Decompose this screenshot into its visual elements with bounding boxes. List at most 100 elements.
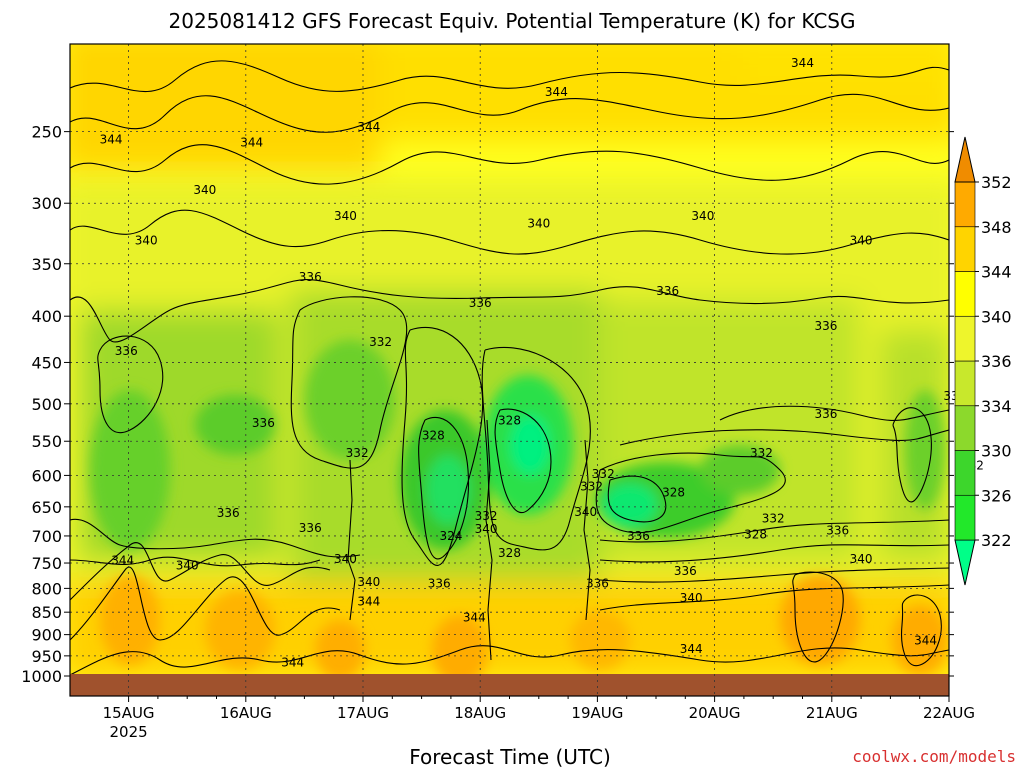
colorbar-swatch (954, 315, 976, 362)
colorbar-label: 340 (981, 307, 1012, 326)
contour-label: 332 (369, 335, 392, 349)
contour-label: 340 (475, 522, 498, 536)
contour-label: 336 (814, 319, 837, 333)
contour-label: 336 (217, 506, 240, 520)
chart-title: 2025081412 GFS Forecast Equiv. Potential… (169, 9, 856, 33)
x-tick-label: 17AUG (337, 704, 389, 722)
colorbar-label: 336 (981, 352, 1012, 371)
y-tick-label: 650 (31, 498, 62, 517)
contour-label: 336 (586, 576, 609, 590)
contour-label: 324 (439, 529, 462, 543)
credit-text: coolwx.com/models (852, 747, 1016, 766)
contour-label: 332 (580, 479, 603, 493)
contour-label: 336 (115, 344, 138, 358)
contour-label: 340 (691, 209, 714, 223)
contour-label: 336 (428, 576, 451, 590)
contour-label: 336 (299, 270, 322, 284)
contour-label: 336 (674, 564, 697, 578)
colorbar-swatch (954, 405, 976, 451)
plot-area (70, 44, 949, 696)
contour-label: 336 (252, 416, 275, 430)
contour-label: 344 (357, 120, 380, 134)
colorbar-label: 322 (981, 531, 1012, 550)
y-tick-label: 850 (31, 603, 62, 622)
contour-label: 328 (744, 527, 767, 541)
y-tick-label: 950 (31, 647, 62, 666)
contour-label: 328 (662, 486, 685, 500)
y-tick-label: 550 (31, 432, 62, 451)
y-tick-label: 750 (31, 554, 62, 573)
contour-label: 332 (346, 446, 369, 460)
y-tick-label: 350 (31, 255, 62, 274)
grid-lines (70, 44, 949, 696)
contour-label: 332 (592, 467, 615, 481)
colorbar-label: 344 (981, 263, 1012, 282)
contour-label: 344 (463, 611, 486, 625)
contour-label: 340 (574, 505, 597, 519)
contour-label: 344 (791, 56, 814, 70)
x-axis-label: Forecast Time (UTC) (409, 745, 611, 768)
y-tick-label: 900 (31, 626, 62, 645)
contour-label: 332 (762, 512, 785, 526)
colorbar-label: 326 (981, 486, 1012, 505)
contour-label: 340 (850, 234, 873, 248)
contour-label: 336 (627, 529, 650, 543)
contour-label: 344 (240, 135, 263, 149)
colorbar-label: 348 (981, 218, 1012, 237)
contour-label: 340 (334, 552, 357, 566)
y-tick-label: 450 (31, 353, 62, 372)
field-cores (90, 340, 948, 685)
contour-label: 344 (357, 594, 380, 608)
contour-label: 328 (422, 428, 445, 442)
y-tick-label: 800 (31, 579, 62, 598)
colorbar-label: 352 (981, 173, 1012, 192)
contour-label: 332 (750, 446, 773, 460)
contour-label: 340 (850, 552, 873, 566)
contour-label: 344 (100, 132, 123, 146)
contour-label: 328 (498, 546, 521, 560)
x-tick-label: 22AUG (923, 704, 975, 722)
contour-label: 336 (826, 523, 849, 537)
x-tick-label: 18AUG (454, 704, 506, 722)
y-axis: 250 300 350 400 450 500 550 600 650 700 750 800 850 9… (21, 123, 954, 686)
contour-label: 340 (527, 217, 550, 231)
colorbar-swatch (954, 360, 976, 407)
y-tick-label: 250 (31, 123, 62, 142)
contour-label: 340 (334, 209, 357, 223)
contour-label: 344 (680, 642, 703, 656)
y-tick-label: 400 (31, 307, 62, 326)
contour-label: 336 (814, 407, 837, 421)
y-tick-label: 1000 (21, 667, 62, 686)
colorbar-tip-low (954, 539, 976, 586)
x-tick-label: 21AUG (806, 704, 858, 722)
colorbar-swatch (954, 271, 976, 317)
x-tick-label: 20AUG (689, 704, 741, 722)
colorbar-label: 334 (981, 397, 1012, 416)
contour-label: 332 (475, 509, 498, 523)
contour-label: 340 (135, 234, 158, 248)
y-tick-label: 300 (31, 194, 62, 213)
contour-label: 344 (281, 655, 304, 669)
contour-label: 340 (680, 591, 703, 605)
contour-label: 336 (656, 284, 679, 298)
colorbar-swatch (954, 226, 976, 272)
y-tick-label: 500 (31, 395, 62, 414)
contour-label: 340 (176, 559, 199, 573)
colorbar-tip-high (954, 136, 976, 183)
x-tick-label: 16AUG (220, 704, 272, 722)
contour-label: 344 (914, 633, 937, 647)
colorbar-swatch (954, 494, 976, 541)
contour-label: 336 (469, 296, 492, 310)
contour-label: 328 (498, 414, 521, 428)
colorbar-swatch (954, 181, 976, 228)
contour-labels: 344 344 344 344 344 340 340 340 340 340 340 336 336 3… (100, 56, 984, 669)
ground-band (70, 674, 949, 696)
contour-label: 336 (299, 521, 322, 535)
colorbar: 322 326 330 334 336 340 344 348 352 (954, 136, 1012, 586)
contour-label: 344 (545, 85, 568, 99)
x-tick-label: 19AUG (571, 704, 623, 722)
colorbar-swatch (954, 450, 976, 496)
contour-label: 340 (193, 183, 216, 197)
